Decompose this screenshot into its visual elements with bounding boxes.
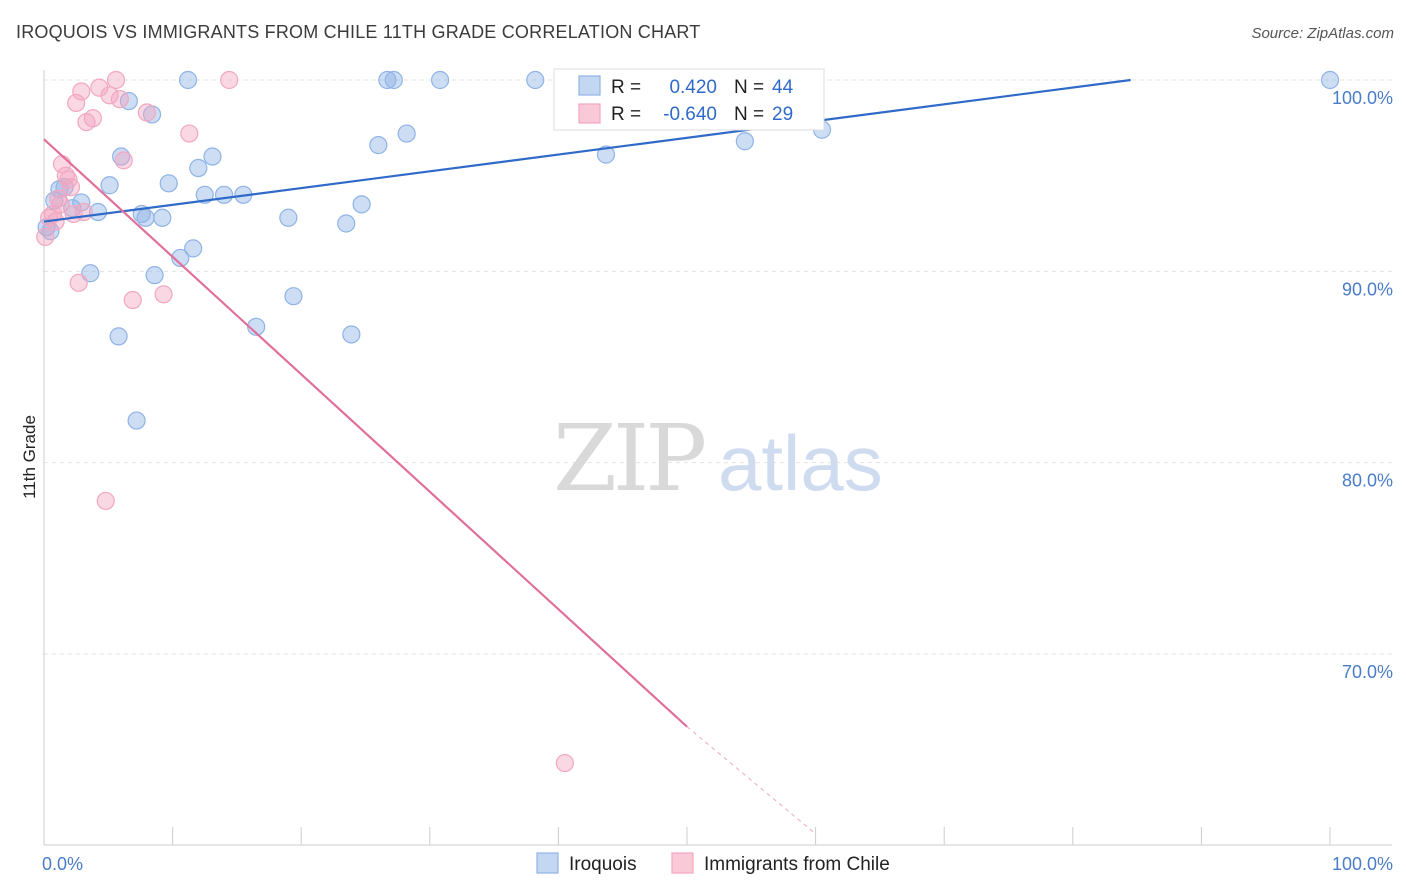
bottom-legend-label-iroquois: Iroquois [569,854,637,875]
point-chile [154,285,173,304]
point-iroquois [430,70,450,90]
point-chile [36,227,55,246]
point-chile [110,90,129,109]
point-iroquois [145,266,164,285]
point-iroquois [337,214,356,233]
legend-swatch-iroquois [578,75,601,96]
gridlines [44,79,1392,655]
point-iroquois [397,124,416,143]
point-iroquois [153,208,172,227]
point-iroquois [384,70,403,90]
point-chile [137,103,156,122]
point-iroquois [342,325,361,344]
point-iroquois [284,287,303,306]
legend-r-label-iroquois: R = [611,77,641,98]
point-chile [83,109,102,128]
legend-r-value-iroquois: 0.420 [669,77,717,98]
point-chile [114,151,133,170]
chart-title: IROQUOIS VS IMMIGRANTS FROM CHILE 11TH G… [16,22,701,42]
bottom-legend: Iroquois Immigrants from Chile [536,852,890,875]
bottom-legend-swatch-chile [671,852,694,874]
legend-r-value-chile: -0.640 [663,104,717,125]
watermark-atlas: atlas [718,419,883,507]
x-tick-label: 0.0% [42,854,83,874]
point-iroquois [184,239,203,258]
legend-swatch-chile [578,103,601,124]
watermark-zip: ZIP [553,405,704,512]
point-iroquois [171,248,190,268]
legend-n-value-iroquois: 44 [772,77,794,98]
source-label: Source: ZipAtlas.com [1251,25,1394,42]
trend-lines [43,78,1131,835]
point-chile [123,290,142,310]
point-iroquois [119,91,138,111]
y-axis-label: 11th Grade [20,415,39,499]
point-iroquois [596,145,616,164]
legend-n-label-iroquois: N = [734,77,764,98]
point-iroquois [1320,70,1340,90]
point-iroquois [109,327,128,346]
point-iroquois [378,70,397,90]
point-chile [100,86,119,105]
trendline-iroquois [43,78,1131,223]
trendline-chile [43,138,688,728]
point-chile [61,178,81,197]
y-tick-label: 70.0% [1342,662,1393,682]
point-iroquois [189,158,208,178]
legend-r-label-chile: R = [611,104,641,125]
watermark: ZIP atlas [553,405,883,512]
x-tick-label: 100.0% [1332,854,1393,874]
point-chile [96,491,115,511]
axes: 100.0% 90.0% 80.0% 70.0% 0.0% 100.0% [42,70,1393,874]
point-iroquois [369,135,388,155]
point-chile [72,82,91,101]
point-chile [90,78,109,97]
point-iroquois [136,208,155,227]
point-chile [51,195,70,214]
point-chile [106,70,126,90]
y-tick-label: 100.0% [1332,88,1393,108]
point-iroquois [203,147,222,166]
legend-n-label-chile: N = [734,104,764,125]
legend-n-value-chile: 29 [772,104,793,125]
point-iroquois [352,195,371,214]
point-chile [555,753,574,773]
point-iroquois [127,411,146,430]
point-chile [180,124,199,143]
legend-box: R = 0.420 N = 44 R = -0.640 N = 29 [553,68,825,131]
point-iroquois [214,185,234,204]
point-iroquois [100,176,119,195]
point-chile [67,93,86,113]
point-iroquois [279,208,298,227]
point-iroquois [88,202,108,222]
point-iroquois [735,132,754,151]
data-points [36,70,1340,773]
point-iroquois [526,70,545,90]
y-tick-label: 80.0% [1342,471,1393,491]
bottom-legend-label-chile: Immigrants from Chile [704,854,890,875]
point-iroquois [159,174,178,193]
point-chile [220,70,239,90]
y-tick-label: 90.0% [1342,279,1393,299]
bottom-legend-swatch-iroquois [536,852,559,874]
point-iroquois [178,70,198,90]
trendline-chile-extension [686,726,816,835]
point-chile [69,273,88,292]
point-iroquois [63,199,82,218]
